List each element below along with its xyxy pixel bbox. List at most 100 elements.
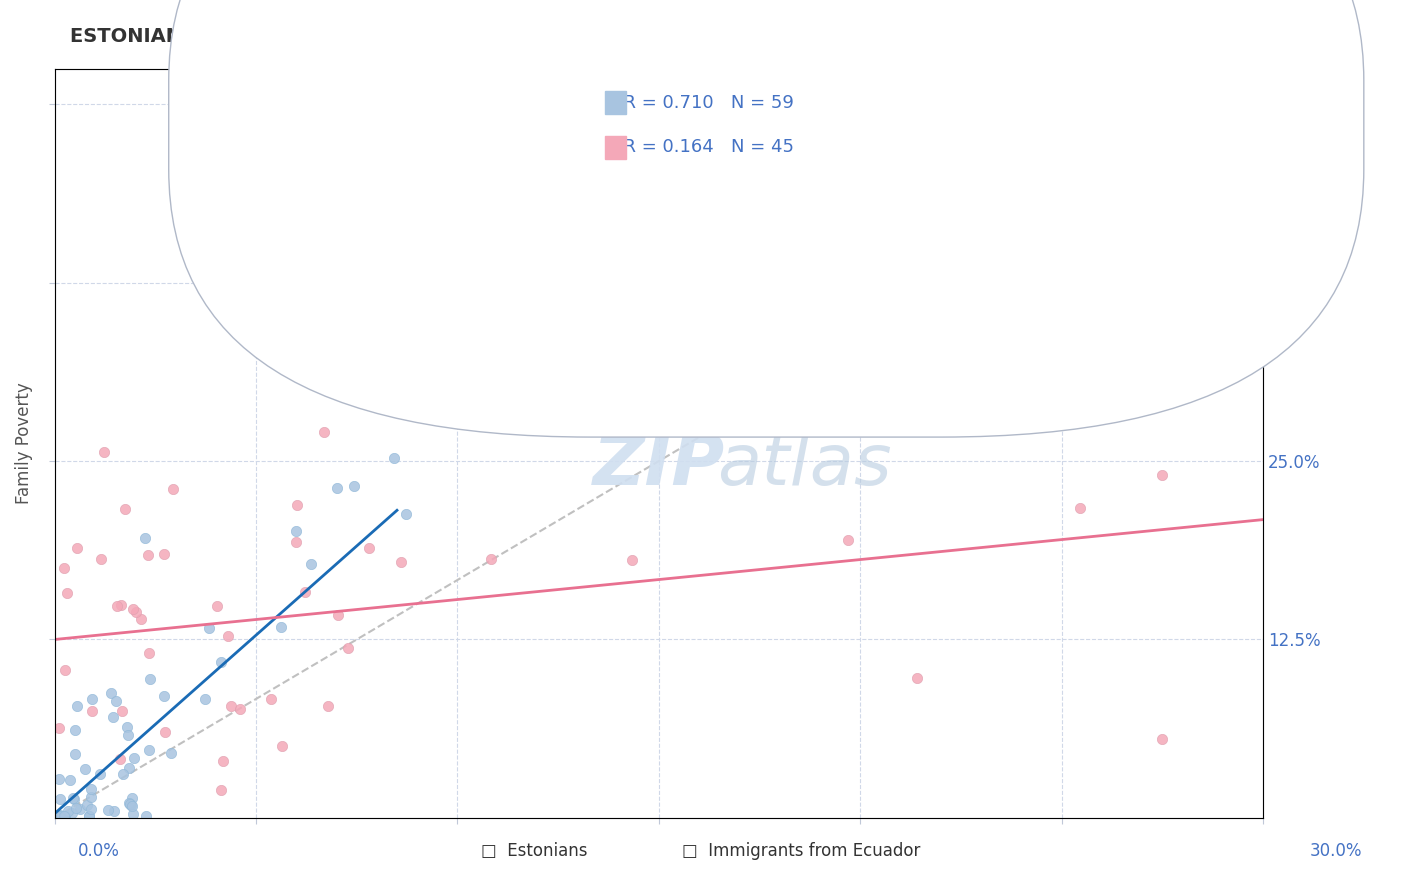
Point [105, 599, 128, 613]
Point [101, 709, 124, 723]
Point [89, 767, 111, 781]
Point [294, 585, 316, 599]
Text: ESTONIAN VS IMMIGRANTS FROM ECUADOR FAMILY POVERTY CORRELATION CHART: ESTONIAN VS IMMIGRANTS FROM ECUADOR FAMI… [70, 27, 981, 45]
Point [121, 806, 143, 821]
Point [53, 809, 76, 823]
Point [270, 619, 292, 633]
Point [48, 807, 70, 822]
Point [135, 809, 157, 823]
Point [299, 557, 322, 571]
Point [209, 782, 232, 797]
Point [100, 686, 122, 700]
Point [118, 797, 141, 812]
Point [117, 796, 139, 810]
Point [118, 761, 141, 775]
Point [48, 772, 70, 786]
Point [62, 792, 84, 806]
Point [270, 739, 292, 753]
Point [114, 501, 136, 516]
Point [205, 599, 228, 614]
Text: atlas: atlas [717, 431, 891, 500]
Point [80, 802, 103, 816]
Point [65, 801, 87, 815]
Point [117, 728, 139, 742]
Point [194, 691, 217, 706]
Point [209, 655, 232, 669]
Point [621, 553, 644, 567]
Point [63, 723, 86, 737]
Point [80, 781, 103, 796]
Point [395, 507, 418, 521]
Point [326, 481, 349, 495]
Point [124, 605, 146, 619]
Point [343, 479, 366, 493]
Point [337, 640, 360, 655]
Point [51, 809, 73, 823]
Point [198, 621, 221, 635]
Point [52, 560, 75, 574]
Y-axis label: Family Poverty: Family Poverty [15, 383, 32, 504]
Point [76, 798, 98, 813]
Point [80, 789, 103, 804]
Point [53, 663, 76, 677]
Point [56, 805, 79, 819]
Point [139, 672, 162, 686]
Text: □  Immigrants from Ecuador: □ Immigrants from Ecuador [682, 842, 921, 860]
Point [63, 747, 86, 761]
Point [162, 482, 184, 496]
Point [108, 752, 131, 766]
Text: 0.0%: 0.0% [77, 842, 120, 860]
Point [138, 646, 160, 660]
Point [152, 547, 174, 561]
Point [285, 535, 308, 549]
Point [136, 548, 159, 562]
Point [159, 746, 181, 760]
Point [122, 751, 145, 765]
Point [297, 197, 319, 211]
Point [48, 809, 70, 823]
Point [328, 608, 350, 623]
Point [259, 692, 281, 706]
Text: ZIP: ZIP [593, 431, 725, 500]
Point [48, 721, 70, 735]
Point [110, 704, 132, 718]
Point [285, 498, 308, 512]
Point [120, 798, 142, 813]
Point [121, 799, 143, 814]
Point [69, 802, 91, 816]
Point [153, 689, 176, 703]
Point [59, 773, 82, 788]
Point [1152, 732, 1174, 747]
Point [62, 790, 84, 805]
Point [90, 552, 112, 566]
Point [389, 556, 412, 570]
Text: 30.0%: 30.0% [1309, 842, 1362, 860]
Point [1069, 501, 1091, 516]
Point [314, 425, 336, 439]
Point [905, 671, 928, 685]
Point [79, 809, 101, 823]
Point [212, 754, 235, 768]
Point [229, 702, 252, 716]
Point [103, 804, 125, 818]
Point [77, 809, 100, 823]
Point [104, 694, 127, 708]
Point [66, 698, 89, 713]
Point [112, 767, 135, 781]
Point [82, 704, 104, 718]
Point [316, 699, 339, 714]
Point [93, 445, 115, 459]
Point [121, 790, 143, 805]
Point [60, 806, 83, 821]
Point [117, 720, 139, 734]
Point [82, 692, 104, 706]
Point [359, 541, 381, 555]
Text: R = 0.164   N = 45: R = 0.164 N = 45 [612, 138, 793, 156]
Point [138, 743, 160, 757]
Point [49, 792, 72, 806]
Point [217, 629, 239, 643]
Point [382, 451, 405, 466]
Text: R = 0.710   N = 59: R = 0.710 N = 59 [612, 94, 793, 112]
Point [479, 552, 502, 566]
Point [837, 533, 859, 547]
